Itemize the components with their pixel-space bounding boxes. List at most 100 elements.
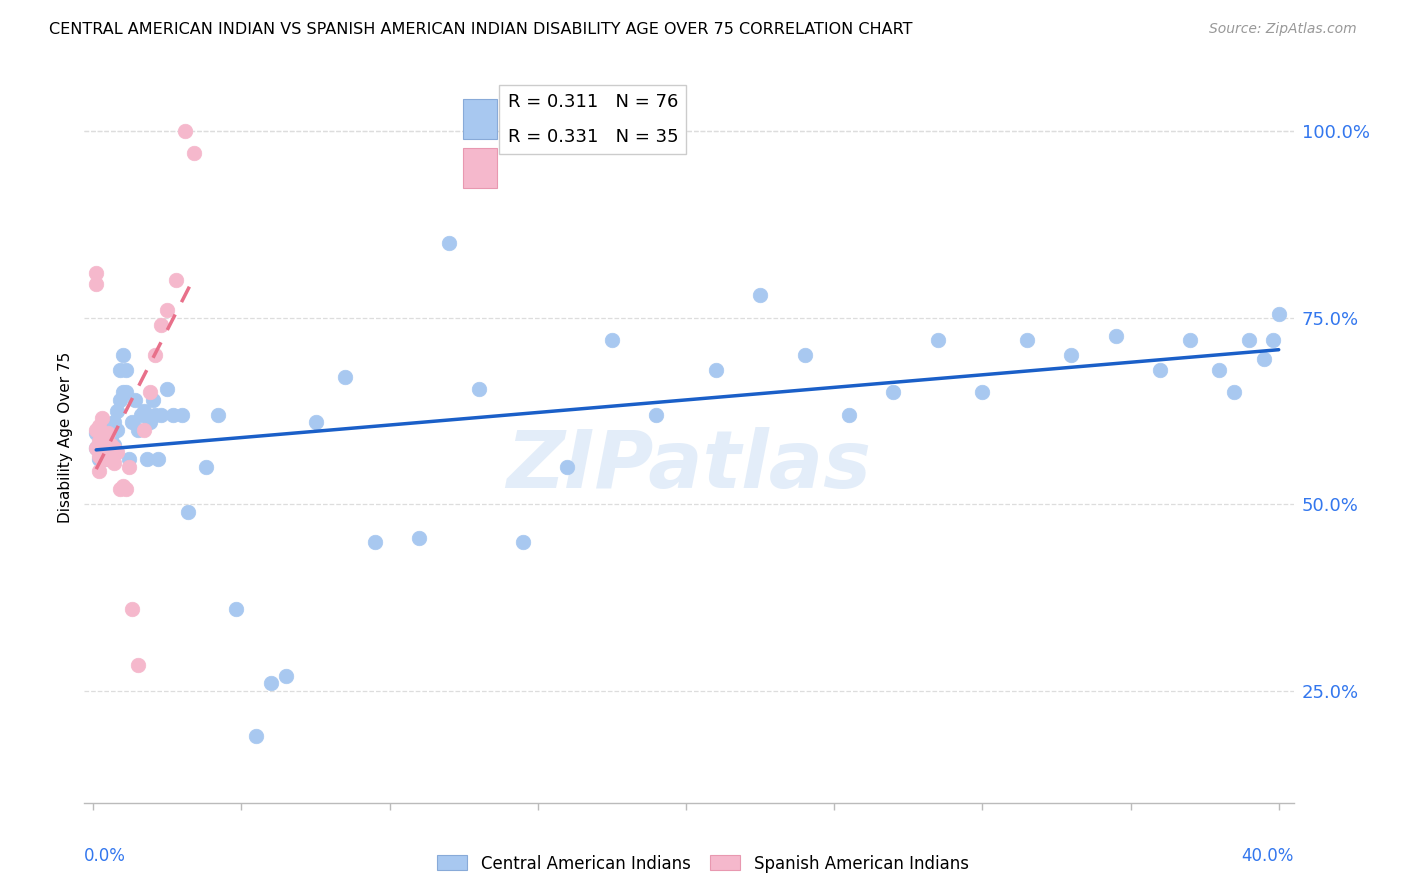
Point [100, 430, 122, 444]
Point [91, 411, 114, 425]
Point [94, 437, 117, 451]
Point [156, 382, 179, 396]
Point [118, 459, 141, 474]
Point [1267, 307, 1289, 321]
Point [1208, 363, 1230, 377]
Point [304, 415, 326, 429]
Point [245, 729, 267, 743]
Point [333, 370, 356, 384]
Point [84, 426, 107, 441]
Point [165, 273, 187, 287]
Point [645, 408, 668, 422]
Point [127, 423, 149, 437]
Point [194, 459, 217, 474]
Point [135, 452, 157, 467]
Point [927, 333, 949, 347]
Point [274, 669, 297, 683]
Point [1105, 329, 1128, 343]
Point [105, 404, 128, 418]
Point [145, 348, 167, 362]
Point [100, 452, 122, 467]
Bar [463, 99, 496, 139]
Point [408, 531, 430, 545]
Point [89, 418, 111, 433]
Text: ZIPatlas: ZIPatlas [506, 427, 872, 506]
Text: Source: ZipAtlas.com: Source: ZipAtlas.com [1209, 22, 1357, 37]
Point [91, 442, 114, 456]
Point [84, 277, 107, 291]
Point [207, 408, 229, 422]
Point [138, 385, 160, 400]
Point [1015, 333, 1038, 347]
Point [89, 452, 111, 467]
Point [97, 426, 120, 441]
Point [132, 404, 155, 418]
Point [838, 408, 860, 422]
Point [84, 266, 107, 280]
Point [150, 318, 173, 332]
Text: 0.0%: 0.0% [84, 847, 127, 864]
Point [94, 452, 117, 467]
Point [89, 464, 111, 478]
Point [97, 452, 120, 467]
Point [1149, 363, 1171, 377]
Point [108, 363, 131, 377]
Point [89, 449, 111, 463]
Point [111, 478, 134, 492]
Point [94, 423, 117, 437]
Point [150, 408, 173, 422]
Point [600, 333, 623, 347]
Point [148, 452, 170, 467]
Text: R = 0.311   N = 76
R = 0.331   N = 35: R = 0.311 N = 76 R = 0.331 N = 35 [508, 94, 678, 146]
Point [89, 434, 111, 448]
Point [97, 442, 120, 456]
Point [364, 534, 387, 549]
Point [1178, 333, 1201, 347]
Point [91, 430, 114, 444]
Point [512, 534, 534, 549]
Point [557, 459, 579, 474]
Point [174, 124, 197, 138]
Point [115, 483, 138, 497]
Point [156, 303, 179, 318]
Point [793, 348, 815, 362]
Y-axis label: Disability Age Over 75: Disability Age Over 75 [58, 351, 73, 523]
Point [225, 601, 247, 615]
Point [84, 442, 107, 456]
Point [127, 657, 149, 672]
Point [132, 423, 155, 437]
Point [91, 437, 114, 451]
Point [111, 385, 134, 400]
Point [1237, 333, 1260, 347]
Point [260, 676, 283, 690]
Point [105, 423, 128, 437]
Point [100, 437, 122, 451]
Point [115, 363, 138, 377]
Point [103, 456, 125, 470]
Point [145, 408, 167, 422]
Point [108, 392, 131, 407]
Point [1223, 385, 1246, 400]
Point [118, 452, 141, 467]
Point [124, 392, 146, 407]
Point [882, 385, 904, 400]
Legend: Central American Indians, Spanish American Indians: Central American Indians, Spanish Americ… [430, 848, 976, 880]
Point [183, 146, 205, 161]
Point [100, 445, 122, 459]
Point [704, 363, 727, 377]
Point [1253, 351, 1275, 366]
Point [1261, 333, 1284, 347]
Point [94, 437, 117, 451]
Point [89, 442, 111, 456]
Point [91, 452, 114, 467]
Text: 40.0%: 40.0% [1241, 847, 1294, 864]
Point [129, 408, 152, 422]
Point [103, 437, 125, 451]
Point [1060, 348, 1083, 362]
Text: CENTRAL AMERICAN INDIAN VS SPANISH AMERICAN INDIAN DISABILITY AGE OVER 75 CORREL: CENTRAL AMERICAN INDIAN VS SPANISH AMERI… [49, 22, 912, 37]
Point [437, 235, 460, 250]
Point [115, 385, 138, 400]
Point [89, 426, 111, 441]
Point [972, 385, 994, 400]
Point [749, 288, 772, 302]
